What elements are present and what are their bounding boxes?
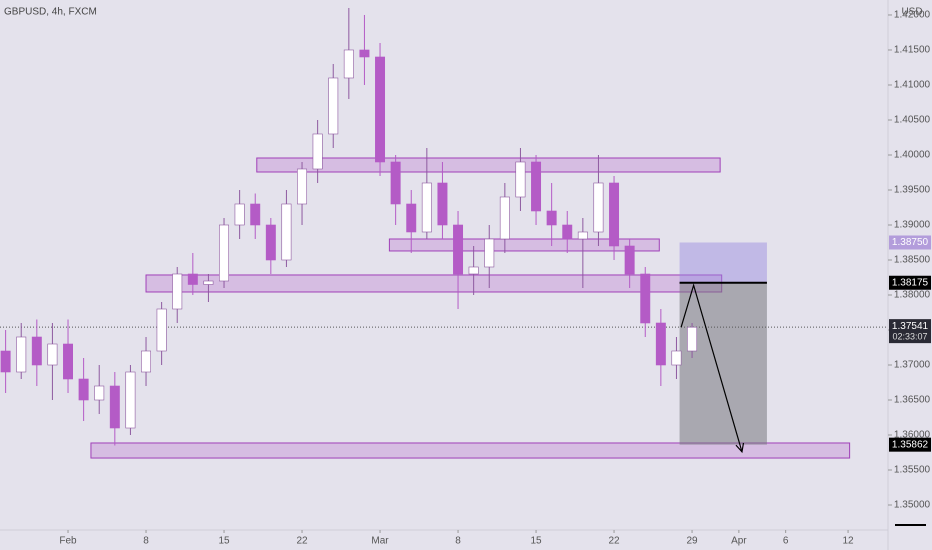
candle-body bbox=[562, 224, 573, 240]
arrow-head bbox=[735, 442, 745, 454]
candle-body bbox=[577, 231, 588, 240]
candle-body bbox=[265, 224, 276, 261]
candle-body bbox=[655, 322, 666, 366]
candle-body bbox=[187, 273, 198, 285]
candle-body bbox=[219, 224, 230, 282]
x-tick-label: 8 bbox=[143, 536, 149, 547]
zone bbox=[388, 238, 660, 252]
stop-area bbox=[679, 242, 767, 283]
candle-body bbox=[687, 326, 698, 352]
candle-body bbox=[78, 378, 89, 401]
candle-body bbox=[281, 203, 292, 261]
y-tick-label: 1.39000 bbox=[894, 220, 931, 231]
y-tick-label: 1.40000 bbox=[894, 150, 931, 161]
candle-body bbox=[125, 371, 136, 429]
candle-body bbox=[593, 182, 604, 233]
y-tick-label: 1.36000 bbox=[894, 430, 931, 441]
candle-body bbox=[437, 182, 448, 226]
target-area bbox=[679, 282, 767, 445]
y-tick-label: 1.39500 bbox=[894, 185, 931, 196]
x-tick-label: 22 bbox=[608, 536, 620, 547]
arrow-path bbox=[680, 283, 743, 452]
x-tick-label: 6 bbox=[783, 536, 789, 547]
x-tick-label: Apr bbox=[731, 536, 747, 547]
candle-body bbox=[63, 343, 73, 380]
candle-body bbox=[94, 385, 105, 401]
candle-body bbox=[546, 210, 557, 226]
current-price-tag bbox=[889, 319, 931, 344]
candle-body bbox=[47, 343, 58, 366]
candle-body bbox=[312, 133, 323, 170]
candle-body bbox=[16, 336, 27, 373]
price-tag bbox=[889, 235, 931, 250]
price-tag-label: 1.38750 bbox=[892, 237, 929, 248]
candle-body bbox=[109, 385, 120, 429]
zone bbox=[90, 442, 851, 459]
countdown: 02:33:07 bbox=[892, 332, 927, 342]
price-tag-label: 1.38175 bbox=[892, 277, 929, 288]
price-tag bbox=[889, 437, 931, 452]
candle-body bbox=[484, 238, 495, 268]
candle-body bbox=[515, 161, 526, 198]
candle-body bbox=[421, 182, 432, 233]
y-tick-label: 1.35000 bbox=[894, 500, 931, 511]
candle-body bbox=[359, 49, 370, 58]
candle-body bbox=[468, 266, 479, 275]
x-tick-label: 8 bbox=[455, 536, 461, 547]
candle-body bbox=[375, 56, 386, 163]
candle-body bbox=[141, 350, 152, 373]
x-tick-label: 22 bbox=[296, 536, 308, 547]
zone bbox=[145, 274, 723, 293]
x-tick-label: Mar bbox=[371, 536, 389, 547]
y-tick-label: 1.41500 bbox=[894, 45, 931, 56]
price-tag bbox=[889, 275, 931, 290]
candle-body bbox=[343, 49, 354, 79]
candle-body bbox=[531, 161, 542, 212]
candle-body bbox=[234, 203, 245, 226]
candle-body bbox=[250, 203, 261, 226]
candle-body bbox=[172, 273, 183, 310]
y-tick-label: 1.38500 bbox=[894, 255, 931, 266]
candle-body bbox=[297, 168, 308, 205]
y-tick-label: 1.41000 bbox=[894, 80, 931, 91]
candle-body bbox=[499, 196, 510, 240]
candle-body bbox=[406, 203, 417, 233]
candle-body bbox=[453, 224, 464, 275]
candle-body bbox=[640, 273, 651, 324]
x-tick-label: 15 bbox=[218, 536, 230, 547]
candle-body bbox=[156, 308, 167, 352]
candle-body bbox=[203, 280, 214, 285]
zone bbox=[256, 157, 721, 173]
price-tag-label: 1.35862 bbox=[892, 439, 929, 450]
y-tick-label: 1.36500 bbox=[894, 395, 931, 406]
y-tick-label: 1.35500 bbox=[894, 465, 931, 476]
current-price-label: 1.37541 bbox=[892, 321, 929, 332]
candle-body bbox=[0, 350, 11, 373]
x-tick-label: Feb bbox=[59, 536, 77, 547]
y-tick-label: 1.40500 bbox=[894, 115, 931, 126]
axis-unit: USD bbox=[901, 7, 922, 18]
y-tick-label: 1.37000 bbox=[894, 360, 931, 371]
y-tick-label: 1.38000 bbox=[894, 290, 931, 301]
candle-body bbox=[328, 77, 339, 135]
x-tick-label: 29 bbox=[686, 536, 698, 547]
candle-body bbox=[31, 336, 42, 366]
chart-title: GBPUSD, 4h, FXCM bbox=[4, 7, 97, 18]
y-tick-label: 1.42000 bbox=[894, 10, 931, 21]
candle-body bbox=[390, 161, 401, 205]
candle-body bbox=[624, 245, 635, 275]
candle-body bbox=[609, 182, 620, 247]
x-tick-label: 15 bbox=[530, 536, 542, 547]
x-tick-label: 12 bbox=[842, 536, 854, 547]
candle-body bbox=[671, 350, 682, 366]
